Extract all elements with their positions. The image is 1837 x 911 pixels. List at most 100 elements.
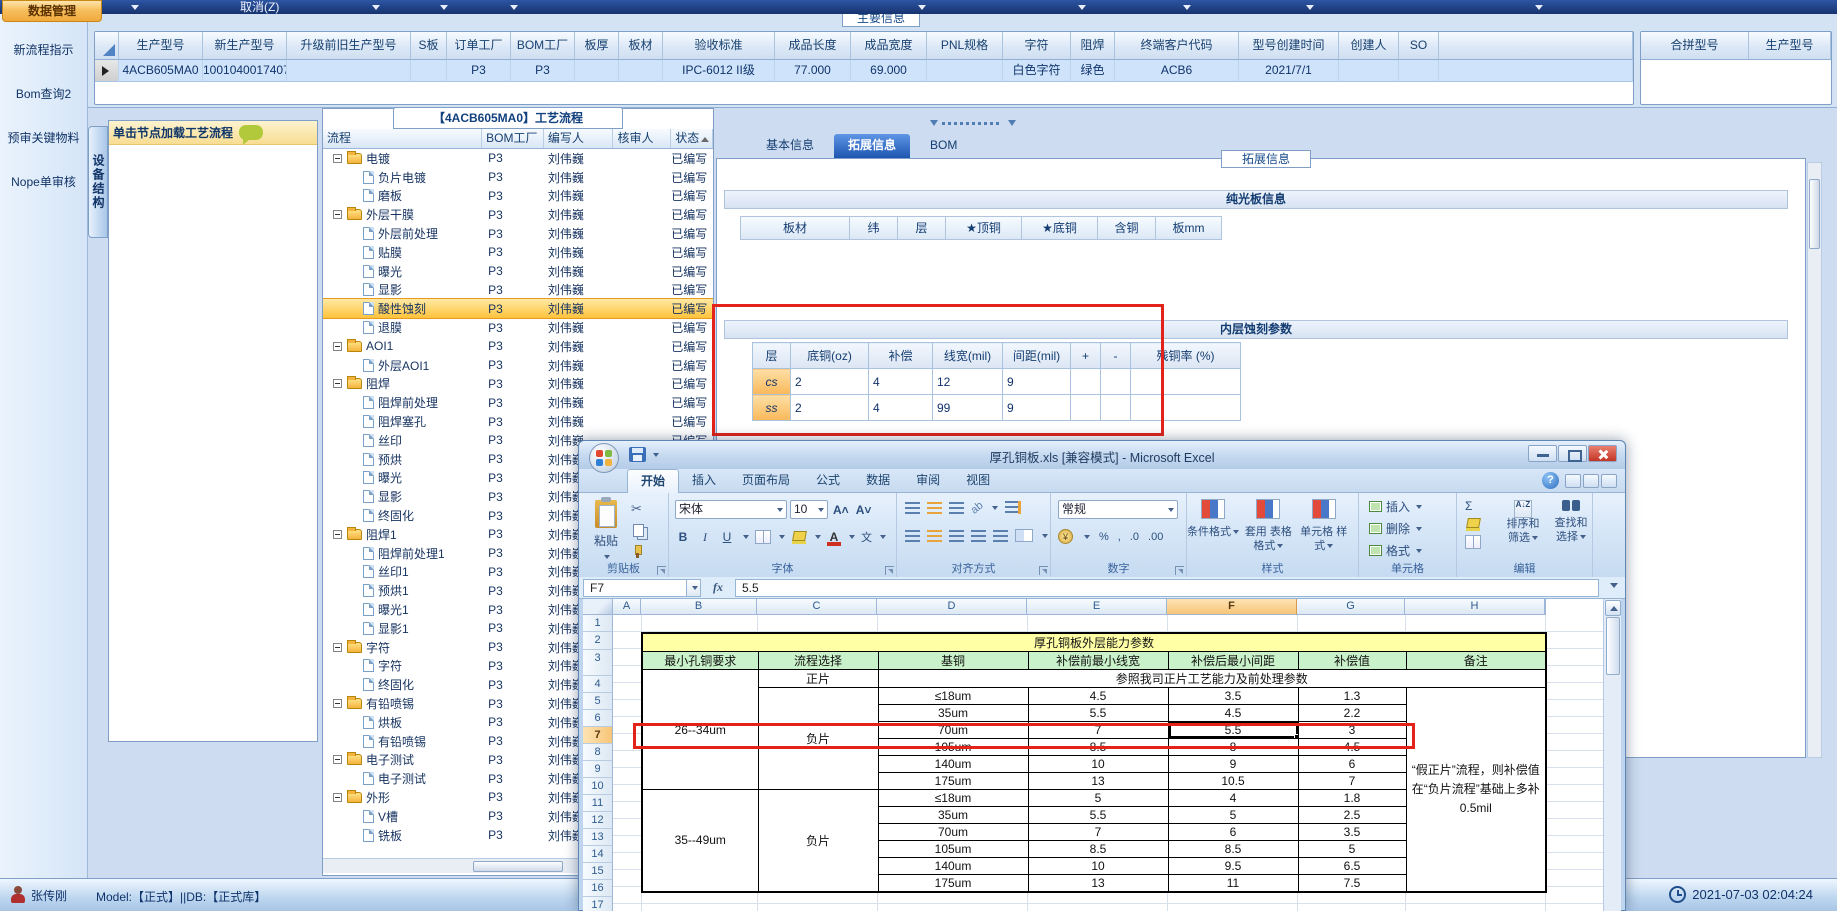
splitter-handle[interactable] [930, 120, 1016, 128]
sidebar-item[interactable]: Nope单审核 [2, 156, 85, 190]
ribbon-tab[interactable]: 数据 [866, 473, 891, 487]
detail-vertical-scrollbar[interactable] [1807, 162, 1822, 758]
flow-tree-row[interactable]: 阻焊塞孔 P3 刘伟巍 已编写 [323, 412, 713, 431]
align-bottom-icon[interactable] [949, 501, 964, 514]
etch-cell[interactable]: cs [752, 368, 791, 395]
flow-tree-row[interactable]: 酸性蚀刻 P3 刘伟巍 已编写 [323, 298, 713, 320]
capability-table[interactable]: 厚孔铜板外层能力参数 最小孔铜要求 流程选择 基铜 补偿前最小线宽 补偿后最小间… [641, 632, 1547, 893]
sheet-cell[interactable]: 8.5 [1027, 840, 1169, 858]
table-title-cell[interactable]: 厚孔铜板外层能力参数 [641, 632, 1547, 652]
remark-cell[interactable]: “假正片”流程，则补偿值在“负片流程”基础上多补0.5mil [1405, 687, 1547, 892]
model-grid-column-header[interactable]: 终端客户代码 [1115, 32, 1239, 60]
merge-grid-column-header[interactable]: 合拼型号 [1641, 32, 1749, 60]
ribbon-tab[interactable]: 开始 [627, 469, 680, 493]
flow-tree-row[interactable]: 磨板 P3 刘伟巍 已编写 [323, 187, 713, 206]
etch-cell[interactable]: 2 [790, 394, 869, 421]
excel-title-bar[interactable]: 厚孔铜板.xls [兼容模式] - Microsoft Excel [579, 441, 1625, 473]
model-grid-column-header[interactable]: 订单工厂 [447, 32, 511, 60]
close-button[interactable] [1588, 445, 1617, 462]
autosum-button[interactable]: Σ [1465, 499, 1473, 513]
model-grid-column-header[interactable]: PNL规格 [927, 32, 1003, 60]
active-cell-F7[interactable]: 5.5 [1167, 721, 1299, 739]
process-cell[interactable]: 正片 [757, 669, 879, 688]
column-header[interactable]: E [1027, 599, 1167, 615]
help-icon[interactable]: ? [1542, 472, 1559, 489]
tree-expander-icon[interactable] [333, 341, 342, 351]
sheet-cell[interactable]: 175um [877, 772, 1029, 790]
flow-tree-row[interactable]: 显影 P3 刘伟巍 已编写 [323, 281, 713, 300]
dialog-launcher-icon[interactable] [657, 566, 666, 575]
ribbon-tab[interactable]: 视图 [966, 473, 991, 487]
column-header[interactable]: A [613, 599, 641, 615]
sheet-cell[interactable]: 7 [1297, 772, 1407, 790]
sheet-cell[interactable]: 3.5 [1297, 823, 1407, 841]
model-grid-column-header[interactable]: 阻焊 [1071, 32, 1115, 60]
model-grid-column-header[interactable]: BOM工厂 [511, 32, 575, 60]
column-header[interactable]: D [877, 599, 1027, 615]
quick-access-dropdown-icon[interactable] [653, 453, 659, 457]
scrollbar-thumb[interactable] [1605, 617, 1620, 675]
sheet-cell[interactable]: 140um [877, 857, 1029, 875]
merge-center-icon[interactable] [1015, 529, 1033, 542]
sheet-cell[interactable]: 6 [1297, 755, 1407, 773]
etch-data-row[interactable]: cs 2 4 12 9 [752, 368, 1241, 395]
flow-tree-row[interactable]: 负片电镀 P3 刘伟巍 已编写 [323, 168, 713, 187]
row-header[interactable]: 8 [583, 744, 613, 761]
menu-dropdown-icon[interactable] [131, 5, 139, 10]
sheet-cell[interactable]: 13 [1027, 874, 1169, 892]
flow-tree-row[interactable]: 外层AOI1 P3 刘伟巍 已编写 [323, 356, 713, 375]
sheet-cell[interactable]: 10 [1027, 857, 1169, 875]
model-grid-column-header[interactable]: 成品长度 [775, 32, 851, 60]
row-header[interactable]: 3 [583, 650, 613, 676]
column-header[interactable]: G [1297, 599, 1405, 615]
table-header-cell[interactable]: 基铜 [877, 651, 1029, 670]
sheet-cell[interactable]: 13 [1027, 772, 1169, 790]
model-grid-column-header[interactable]: 型号创建时间 [1239, 32, 1339, 60]
wrap-text-icon[interactable] [1005, 501, 1022, 514]
copy-icon[interactable] [631, 522, 653, 538]
sheet-cell[interactable]: 2.5 [1297, 806, 1407, 824]
underline-button[interactable]: U [722, 530, 732, 544]
etch-cell[interactable]: 9 [1002, 368, 1071, 395]
sheet-cell[interactable]: 5.5 [1027, 806, 1169, 824]
sort-filter-button[interactable]: 排序和 筛选 [1501, 498, 1545, 546]
optical-column-header[interactable]: 纬 [850, 216, 898, 240]
row-header[interactable]: 7 [583, 727, 613, 744]
sheet-cell[interactable]: 10.5 [1167, 772, 1299, 790]
flow-column-header[interactable]: 编写人 [544, 129, 614, 148]
sheet-cell[interactable]: 7 [1027, 721, 1169, 739]
hint-row[interactable]: 单击节点加载工艺流程 [109, 121, 317, 145]
flow-column-header[interactable]: 流程 [323, 129, 483, 148]
row-header[interactable]: 2 [583, 632, 613, 650]
increase-indent-icon[interactable] [993, 529, 1008, 542]
etch-cell[interactable] [1130, 368, 1241, 395]
decrease-indent-icon[interactable] [971, 529, 986, 542]
sheet-cell[interactable]: 9 [1167, 755, 1299, 773]
tab-device-structure[interactable]: 设备结构 [88, 126, 108, 238]
row-header[interactable]: 5 [583, 693, 613, 710]
tree-expander-icon[interactable] [333, 755, 342, 765]
sheet-cell[interactable]: 8 [1167, 738, 1299, 756]
find-select-button[interactable]: 查找和 选择 [1549, 498, 1593, 546]
sheet-cell[interactable]: 175um [877, 874, 1029, 892]
sidebar-item[interactable]: 新流程指示 [2, 24, 85, 58]
table-header-cell[interactable]: 最小孔铜要求 [641, 651, 759, 670]
sheet-cell[interactable]: 2.2 [1297, 704, 1407, 722]
flow-tree-row[interactable]: 阻焊前处理 P3 刘伟巍 已编写 [323, 393, 713, 412]
scrollbar-thumb[interactable] [473, 861, 563, 872]
cells-button[interactable]: 格式 [1369, 542, 1456, 559]
name-box[interactable]: F7 [583, 578, 687, 597]
process-cell[interactable]: 负片 [757, 789, 879, 892]
worksheet-vertical-scrollbar[interactable] [1603, 599, 1621, 911]
sheet-cell[interactable]: 5.5 [1027, 704, 1169, 722]
model-grid-column-header[interactable]: S板 [411, 32, 447, 60]
optical-column-header[interactable]: 层 [898, 216, 946, 240]
decrease-decimal-button[interactable]: .00 [1148, 530, 1164, 543]
sheet-cell[interactable]: 70um [877, 721, 1029, 739]
sheet-cell[interactable]: 9.5 [1167, 857, 1299, 875]
italic-button[interactable]: I [703, 529, 707, 544]
flow-tree-row[interactable]: 贴膜 P3 刘伟巍 已编写 [323, 243, 713, 262]
flow-tree-row[interactable]: 外层干膜 P3 刘伟巍 已编写 [323, 205, 713, 224]
sheet-cell[interactable]: 8.5 [1167, 840, 1299, 858]
sheet-cell[interactable]: 1.3 [1297, 687, 1407, 705]
